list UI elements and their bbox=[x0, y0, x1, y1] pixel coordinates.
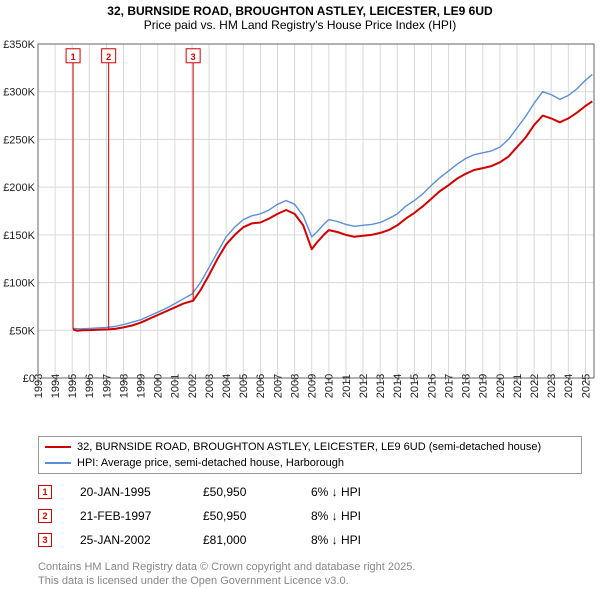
transaction-delta: 6% ↓ HPI bbox=[311, 485, 391, 499]
chart-title-line1: 32, BURNSIDE ROAD, BROUGHTON ASTLEY, LEI… bbox=[0, 0, 600, 18]
svg-text:2002: 2002 bbox=[187, 374, 199, 398]
svg-text:2024: 2024 bbox=[563, 374, 575, 398]
legend-label: 32, BURNSIDE ROAD, BROUGHTON ASTLEY, LEI… bbox=[77, 439, 541, 455]
footer-line1: Contains HM Land Registry data © Crown c… bbox=[38, 560, 415, 574]
legend-label: HPI: Average price, semi-detached house,… bbox=[77, 455, 344, 471]
svg-text:2012: 2012 bbox=[358, 374, 370, 398]
svg-text:2014: 2014 bbox=[392, 374, 404, 398]
svg-text:£100K: £100K bbox=[3, 278, 35, 290]
table-row: 3 25-JAN-2002 £81,000 8% ↓ HPI bbox=[38, 528, 391, 552]
svg-text:£250K: £250K bbox=[3, 134, 35, 146]
svg-text:2000: 2000 bbox=[153, 374, 165, 398]
svg-text:2006: 2006 bbox=[255, 374, 267, 398]
marker-icon: 2 bbox=[38, 509, 52, 523]
svg-text:2021: 2021 bbox=[512, 374, 524, 398]
legend: 32, BURNSIDE ROAD, BROUGHTON ASTLEY, LEI… bbox=[38, 436, 582, 474]
svg-text:2003: 2003 bbox=[204, 374, 216, 398]
legend-swatch bbox=[45, 462, 71, 464]
svg-text:3: 3 bbox=[191, 52, 196, 62]
legend-item-price-paid: 32, BURNSIDE ROAD, BROUGHTON ASTLEY, LEI… bbox=[45, 439, 575, 455]
svg-text:2005: 2005 bbox=[238, 374, 250, 398]
table-row: 1 20-JAN-1995 £50,950 6% ↓ HPI bbox=[38, 480, 391, 504]
transaction-delta: 8% ↓ HPI bbox=[311, 533, 391, 547]
svg-text:£200K: £200K bbox=[3, 182, 35, 194]
svg-text:2010: 2010 bbox=[324, 374, 336, 398]
svg-text:1994: 1994 bbox=[50, 374, 62, 398]
svg-text:2020: 2020 bbox=[495, 374, 507, 398]
svg-text:2022: 2022 bbox=[529, 374, 541, 398]
svg-text:2009: 2009 bbox=[307, 374, 319, 398]
svg-text:1995: 1995 bbox=[67, 374, 79, 398]
svg-text:2016: 2016 bbox=[426, 374, 438, 398]
svg-text:2013: 2013 bbox=[375, 374, 387, 398]
svg-text:2007: 2007 bbox=[272, 374, 284, 398]
footer-attribution: Contains HM Land Registry data © Crown c… bbox=[38, 560, 415, 588]
svg-text:£150K: £150K bbox=[3, 230, 35, 242]
svg-text:£350K: £350K bbox=[3, 40, 35, 51]
svg-text:1: 1 bbox=[71, 52, 76, 62]
transaction-date: 25-JAN-2002 bbox=[80, 533, 175, 547]
legend-item-hpi: HPI: Average price, semi-detached house,… bbox=[45, 455, 575, 471]
transaction-date: 20-JAN-1995 bbox=[80, 485, 175, 499]
svg-text:2017: 2017 bbox=[443, 374, 455, 398]
table-row: 2 21-FEB-1997 £50,950 8% ↓ HPI bbox=[38, 504, 391, 528]
svg-text:2015: 2015 bbox=[409, 374, 421, 398]
transaction-delta: 8% ↓ HPI bbox=[311, 509, 391, 523]
svg-text:1998: 1998 bbox=[118, 374, 130, 398]
svg-text:2001: 2001 bbox=[170, 374, 182, 398]
svg-text:£50K: £50K bbox=[9, 325, 35, 337]
transaction-price: £81,000 bbox=[203, 533, 283, 547]
svg-text:1999: 1999 bbox=[135, 374, 147, 398]
svg-text:1997: 1997 bbox=[101, 374, 113, 398]
svg-text:2025: 2025 bbox=[580, 374, 592, 398]
transaction-price: £50,950 bbox=[203, 485, 283, 499]
svg-text:1993: 1993 bbox=[33, 374, 45, 398]
svg-text:2004: 2004 bbox=[221, 374, 233, 398]
price-chart: £0£50K£100K£150K£200K£250K£300K£350K1993… bbox=[0, 40, 600, 430]
marker-icon: 1 bbox=[38, 485, 52, 499]
marker-icon: 3 bbox=[38, 533, 52, 547]
svg-text:2019: 2019 bbox=[478, 374, 490, 398]
legend-swatch bbox=[45, 446, 71, 448]
footer-line2: This data is licensed under the Open Gov… bbox=[38, 574, 415, 588]
svg-text:1996: 1996 bbox=[84, 374, 96, 398]
svg-text:2: 2 bbox=[106, 52, 111, 62]
svg-text:2018: 2018 bbox=[461, 374, 473, 398]
svg-text:£300K: £300K bbox=[3, 87, 35, 99]
svg-text:2008: 2008 bbox=[289, 374, 301, 398]
chart-title-line2: Price paid vs. HM Land Registry's House … bbox=[0, 18, 600, 38]
transaction-date: 21-FEB-1997 bbox=[80, 509, 175, 523]
transactions-table: 1 20-JAN-1995 £50,950 6% ↓ HPI 2 21-FEB-… bbox=[38, 480, 391, 552]
svg-text:2023: 2023 bbox=[546, 374, 558, 398]
transaction-price: £50,950 bbox=[203, 509, 283, 523]
